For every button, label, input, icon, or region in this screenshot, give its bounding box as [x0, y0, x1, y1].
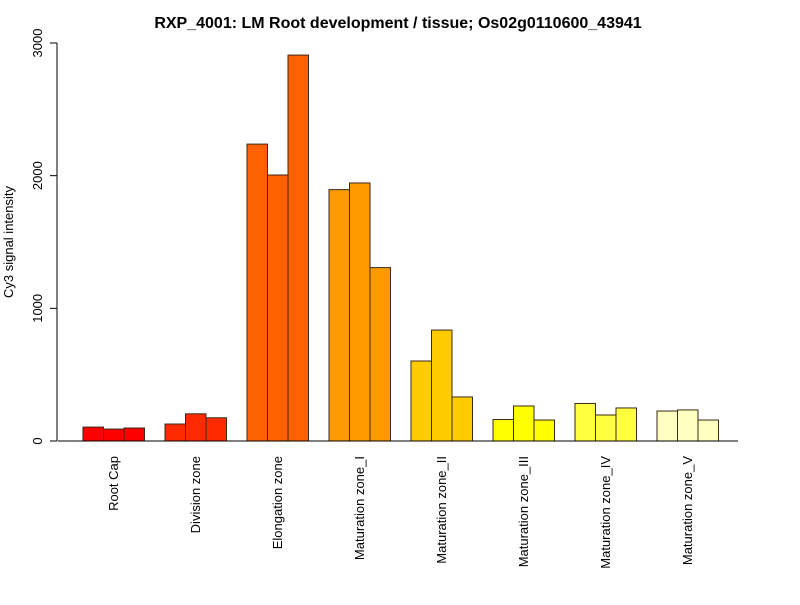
bar	[103, 428, 125, 442]
bar	[533, 419, 555, 442]
bar	[677, 409, 699, 442]
bar	[349, 182, 371, 442]
bar	[328, 189, 350, 442]
bar	[451, 396, 473, 442]
bar	[205, 417, 227, 442]
bar	[287, 54, 309, 442]
chart-title: RXP_4001: LM Root development / tissue; …	[154, 15, 641, 32]
bar	[492, 419, 514, 442]
bar	[82, 426, 104, 442]
bar	[164, 423, 186, 442]
x-tick-label: Root Cap	[106, 456, 121, 511]
x-tick-label: Maturation zone_I	[352, 456, 367, 560]
bar	[697, 419, 719, 442]
bar	[369, 267, 391, 442]
bar	[513, 405, 535, 442]
y-axis-label: Cy3 signal intensity	[1, 186, 16, 298]
bar	[267, 174, 289, 442]
bar	[656, 410, 678, 442]
bar	[615, 407, 637, 442]
x-tick-label: Maturation zone_IV	[598, 456, 613, 569]
y-tick-label: 2000	[30, 161, 45, 190]
x-tick-label: Maturation zone_III	[516, 456, 531, 567]
bar	[595, 414, 617, 442]
x-tick-label: Division zone	[188, 456, 203, 533]
bar	[123, 427, 145, 442]
y-tick-label: 1000	[30, 294, 45, 323]
bar	[410, 360, 432, 442]
category-labels: Root Cap Division zone Elongation zone Matu…	[106, 456, 695, 569]
x-tick-label: Maturation zone_II	[434, 456, 449, 564]
bar	[431, 329, 453, 442]
y-tick-label: 0	[30, 437, 45, 444]
bar	[246, 143, 268, 442]
y-tick-label: 3000	[30, 29, 45, 58]
x-tick-label: Maturation zone_V	[680, 456, 695, 565]
y-axis: 0 1000 2000 3000	[30, 29, 58, 445]
bar	[185, 413, 207, 442]
bars	[82, 54, 719, 442]
x-tick-label: Elongation zone	[270, 456, 285, 549]
bar	[574, 402, 596, 442]
